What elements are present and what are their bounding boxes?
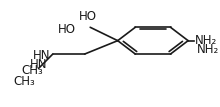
Text: NH₂: NH₂ <box>195 34 217 47</box>
Text: NH₂: NH₂ <box>197 43 219 56</box>
Text: HN: HN <box>30 58 47 71</box>
Text: CH₃: CH₃ <box>21 64 43 77</box>
Text: HO: HO <box>58 23 76 36</box>
Text: HO: HO <box>79 10 97 23</box>
Text: CH₃: CH₃ <box>13 75 35 88</box>
Text: HN: HN <box>33 49 51 62</box>
